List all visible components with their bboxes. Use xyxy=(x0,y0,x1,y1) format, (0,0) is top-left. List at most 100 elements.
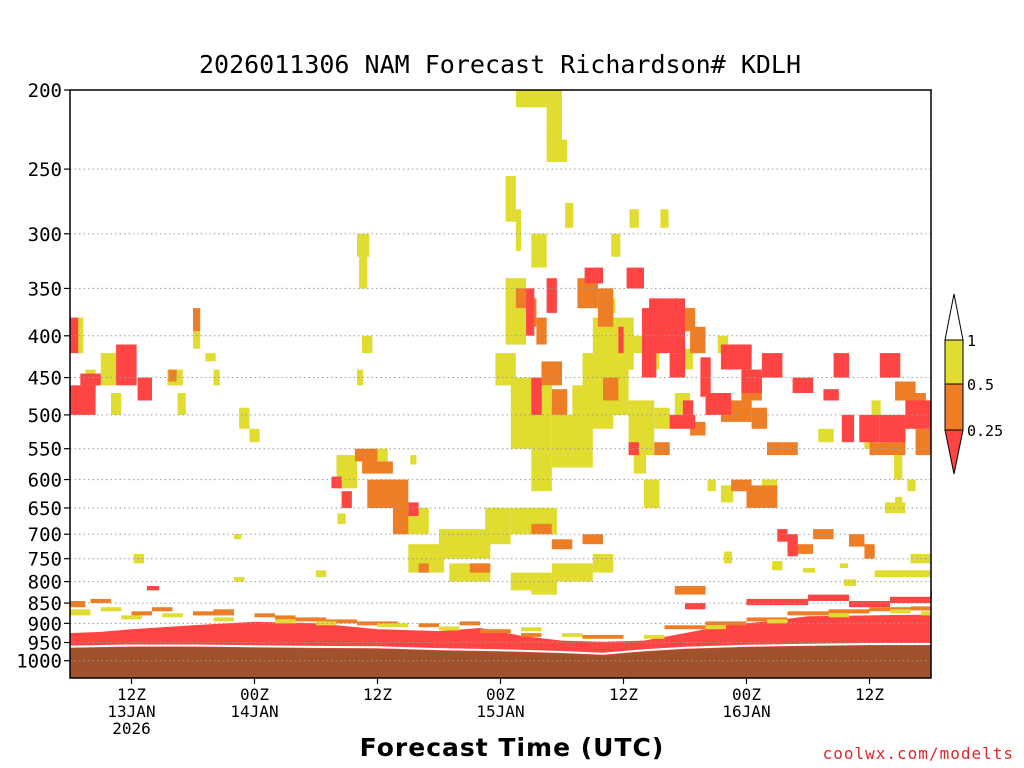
orange-streaks-15 xyxy=(582,635,624,639)
yellow-cells-36 xyxy=(357,233,370,257)
x-tick-label-0-1: 12Z xyxy=(117,685,146,704)
orange-cells-6 xyxy=(392,507,409,535)
ground-layer xyxy=(70,645,931,678)
yellow-streaks-1 xyxy=(100,607,122,612)
red-cells-10 xyxy=(546,278,557,313)
yellow-streaks-2 xyxy=(121,615,142,620)
yellow-cells-73 xyxy=(723,551,733,564)
x-tick-label-1-2: 14JAN xyxy=(230,702,278,721)
orange-cells-27 xyxy=(869,442,890,456)
yellow-cells-4 xyxy=(515,209,521,252)
legend-swatch-1 xyxy=(944,339,964,385)
yellow-streaks-9 xyxy=(521,627,542,632)
y-tick-label-650: 650 xyxy=(28,498,62,520)
red-cells-28 xyxy=(841,414,855,443)
orange-cells-33 xyxy=(418,563,429,573)
yellow-cells-50 xyxy=(249,428,260,443)
yellow-cells-7 xyxy=(495,353,516,386)
orange-streaks-4 xyxy=(193,611,214,616)
yellow-cells-67 xyxy=(874,570,931,578)
red-cells-4 xyxy=(80,373,101,386)
orange-cells-7 xyxy=(515,288,527,309)
orange-streaks-0 xyxy=(70,601,86,608)
yellow-cells-75 xyxy=(337,513,346,524)
yellow-cells-42 xyxy=(100,353,117,386)
y-tick-label-700: 700 xyxy=(28,524,62,546)
yellow-cells-0 xyxy=(515,90,547,108)
orange-streaks-7 xyxy=(275,615,296,620)
x-tick-label-5-2: 16JAN xyxy=(722,702,770,721)
yellow-cells-48 xyxy=(213,369,220,386)
x-tick-label-5-1: 00Z xyxy=(732,685,761,704)
orange-cells-40 xyxy=(674,586,706,595)
red-cells-2 xyxy=(116,344,137,386)
yellow-cells-17 xyxy=(616,377,625,415)
red-cells-19 xyxy=(669,414,696,429)
orange-streaks-2 xyxy=(131,611,152,616)
yellow-cells-69 xyxy=(839,563,848,568)
y-tick-label-350: 350 xyxy=(28,278,62,300)
orange-cells-2 xyxy=(354,448,378,462)
yellow-streaks-0 xyxy=(70,609,91,616)
y-tick-label-850: 850 xyxy=(28,593,62,615)
red-cells-27 xyxy=(833,353,849,378)
credit-link[interactable]: coolwx.com/modelts xyxy=(822,744,1014,763)
yellow-cells-68 xyxy=(884,502,906,514)
yellow-cells-72 xyxy=(772,561,783,571)
yellow-cells-37 xyxy=(359,256,368,289)
legend-swatch-0 xyxy=(944,293,964,341)
red-cells-13 xyxy=(626,267,644,289)
yellow-cells-5 xyxy=(531,233,547,268)
plot-area xyxy=(69,90,932,678)
surface-line xyxy=(69,643,931,655)
orange-cells-25 xyxy=(792,544,814,554)
yellow-streaks-14 xyxy=(828,613,849,618)
x-axis-label-text: Forecast Time (UTC) xyxy=(359,733,665,762)
red-cells-35 xyxy=(146,586,160,591)
orange-cells-3 xyxy=(362,461,393,474)
red-cells-20 xyxy=(700,357,711,397)
colorbar-legend: 1 0.5 0.25 xyxy=(944,293,1003,475)
orange-streaks-17 xyxy=(705,621,747,626)
y-tick-label-950: 950 xyxy=(28,633,62,655)
red-cells-21 xyxy=(705,393,732,415)
yellow-cells-22 xyxy=(611,233,621,257)
orange-streaks-11 xyxy=(418,623,439,628)
orange-cells-16 xyxy=(690,326,706,354)
y-tick-label-600: 600 xyxy=(28,470,62,492)
chart-title: 2026011306 NAM Forecast Richardson# KDLH xyxy=(198,50,802,79)
yellow-cells-64 xyxy=(894,455,903,480)
orange-cells-36 xyxy=(551,539,573,550)
yellow-cells-9 xyxy=(531,448,552,492)
yellow-cells-55 xyxy=(717,335,729,354)
red-cells-32 xyxy=(905,400,931,429)
red-cells-39 xyxy=(890,596,931,604)
yellow-cells-20 xyxy=(660,209,669,228)
yellow-cells-35 xyxy=(362,335,373,354)
x-tick-label-6-1: 12Z xyxy=(855,685,884,704)
orange-streaks-12 xyxy=(459,621,480,626)
yellow-cells-31 xyxy=(592,553,614,573)
orange-streaks-20 xyxy=(828,609,870,614)
yellow-cells-47 xyxy=(205,353,216,362)
yellow-cells-30 xyxy=(551,563,593,582)
red-cells-37 xyxy=(808,594,849,601)
yellow-cells-2 xyxy=(546,139,568,162)
yellow-streaks-8 xyxy=(439,626,460,631)
orange-streaks-9 xyxy=(326,619,358,624)
yellow-cells-45 xyxy=(177,393,186,415)
yellow-cells-18 xyxy=(618,335,644,354)
y-tick-label-250: 250 xyxy=(28,159,62,181)
red-cells-26 xyxy=(823,389,839,401)
legend-swatch-2 xyxy=(944,383,964,431)
grid-lines xyxy=(70,168,931,662)
yellow-cells-74 xyxy=(234,534,242,540)
legend-label-1: 0.5 xyxy=(967,376,994,394)
orange-streaks-14 xyxy=(521,633,542,637)
yellow-cells-15 xyxy=(644,479,660,508)
orange-cells-22 xyxy=(751,407,767,429)
yellow-cells-57 xyxy=(720,485,734,503)
red-cells-36 xyxy=(746,598,808,606)
y-tick-label-300: 300 xyxy=(28,224,62,246)
yellow-cells-32 xyxy=(531,577,557,595)
